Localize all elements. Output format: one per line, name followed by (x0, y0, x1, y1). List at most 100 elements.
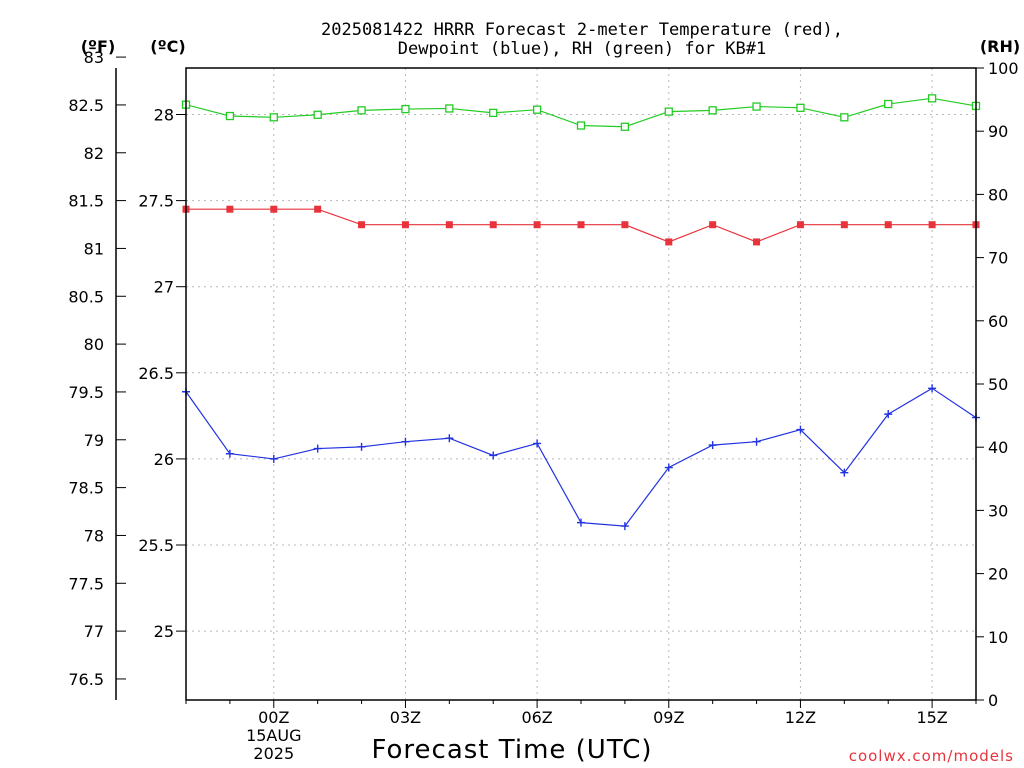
rh-point (796, 103, 805, 112)
temperature-point (314, 205, 322, 213)
fahrenheit-tick-label: 80 (84, 335, 104, 354)
rh-point (225, 111, 235, 121)
fahrenheit-axis: 76.5 77 77.5 78 78.5 79 79.5 80 80.5 81 81.5 82 82.5… (68, 48, 126, 689)
temperature-point (928, 221, 936, 229)
temperature-point (840, 221, 848, 229)
temperature-point (533, 221, 541, 229)
dewpoint-point (620, 522, 629, 531)
dewpoint-point (796, 425, 805, 434)
dewpoint-point (445, 434, 454, 443)
rh-tick-label: 80 (988, 185, 1008, 204)
fahrenheit-tick-label: 80.5 (68, 287, 104, 306)
rh-point (313, 110, 322, 119)
temperature-point (796, 221, 804, 229)
x-axis-label: Forecast Time (UTC) (371, 735, 652, 765)
temperature-point (445, 221, 453, 229)
celsius-tick-label: 25.5 (138, 536, 174, 555)
celsius-tick-label: 26.5 (138, 364, 174, 383)
dewpoint-point (533, 439, 542, 448)
chart-title-line-2: Dewpoint (blue), RH (green) for KB#1 (398, 39, 766, 59)
dewpoint-point (313, 444, 322, 453)
rh-tick-label: 10 (988, 628, 1008, 647)
temperature-point (226, 205, 234, 213)
rh-tick-label: 70 (988, 249, 1008, 268)
fahrenheit-tick-label: 82.5 (68, 96, 104, 115)
fahrenheit-tick-label: 81.5 (68, 192, 104, 211)
dewpoint-point (752, 437, 761, 446)
rh-tick-label: 0 (988, 691, 998, 710)
rh-series (181, 94, 981, 131)
celsius-unit-label: (ºC) (150, 37, 185, 56)
celsius-tick-label: 28 (154, 105, 174, 124)
fahrenheit-tick-label: 78 (84, 526, 104, 545)
rh-tick-label: 100 (988, 59, 1019, 78)
time-tick-date-label: 15AUG (246, 726, 301, 745)
rh-tick-label: 20 (988, 565, 1008, 584)
rh-point (576, 121, 586, 130)
celsius-tick-label: 27 (154, 278, 174, 297)
dewpoint-point (840, 468, 849, 477)
fahrenheit-tick-label: 77 (84, 622, 104, 641)
rh-tick-label: 40 (988, 438, 1008, 457)
fahrenheit-tick-label: 76.5 (68, 670, 104, 689)
time-tick-label: 03Z (390, 708, 421, 727)
rh-point (445, 104, 454, 113)
fahrenheit-tick-label: 79.5 (68, 383, 104, 402)
grid-lines (186, 68, 976, 700)
dewpoint-point (489, 451, 498, 460)
fahrenheit-tick-label: 77.5 (68, 574, 104, 593)
fahrenheit-tick-label: 82 (84, 144, 104, 163)
rh-point (620, 122, 630, 131)
time-tick-label: 12Z (785, 708, 816, 727)
fahrenheit-tick-label: 81 (84, 239, 104, 258)
temperature-point (753, 238, 761, 246)
temperature-point (621, 221, 629, 229)
rh-unit-label: (RH) (980, 37, 1020, 56)
dewpoint-point (269, 454, 278, 463)
time-tick-label: 00Z (258, 708, 289, 727)
rh-point (269, 113, 278, 122)
rh-tick-label: 30 (988, 501, 1008, 520)
rh-point (489, 108, 498, 118)
dewpoint-point (577, 518, 585, 527)
rh-point (927, 94, 937, 103)
fahrenheit-tick-label: 83 (84, 48, 104, 67)
time-tick-label: 09Z (653, 708, 684, 727)
dewpoint-line (185, 387, 977, 527)
dewpoint-point (928, 384, 937, 393)
rh-tick-label: 60 (988, 312, 1008, 331)
rh-point (401, 104, 410, 114)
celsius-axis: 25 25.5 26 26.5 27 27.5 28 (138, 105, 186, 641)
rh-point (884, 99, 893, 109)
temperature-point (884, 221, 892, 229)
time-tick-date-label: 2025 (253, 744, 294, 763)
rh-point (532, 105, 542, 114)
dewpoint-point (225, 449, 234, 458)
time-tick-label: 15Z (916, 708, 947, 727)
rh-point (752, 102, 761, 111)
temperature-point (577, 221, 585, 229)
rh-tick-label: 50 (988, 375, 1008, 394)
temperature-point (665, 238, 673, 246)
time-tick-label: 06Z (521, 708, 552, 727)
rh-point (357, 106, 366, 115)
celsius-tick-label: 26 (154, 450, 174, 469)
fahrenheit-tick-label: 79 (84, 431, 104, 450)
dewpoint-point (664, 463, 673, 472)
temperature-point (489, 221, 497, 229)
rh-point (708, 106, 717, 115)
celsius-tick-label: 27.5 (138, 192, 174, 211)
temperature-point (401, 221, 409, 229)
fahrenheit-unit-label: (ºF) (81, 37, 116, 56)
temperature-point (270, 205, 278, 213)
dewpoint-point (884, 410, 893, 419)
rh-tick-label: 90 (988, 122, 1008, 141)
rh-axis: 0 10 20 30 40 50 60 70 80 90 100 (976, 59, 1019, 710)
chart-title-line-1: 2025081422 HRRR Forecast 2-meter Tempera… (321, 20, 843, 40)
dewpoint-point (357, 442, 366, 451)
celsius-tick-label: 25 (154, 622, 174, 641)
dewpoint-series (182, 384, 980, 531)
temperature-series (182, 205, 980, 246)
